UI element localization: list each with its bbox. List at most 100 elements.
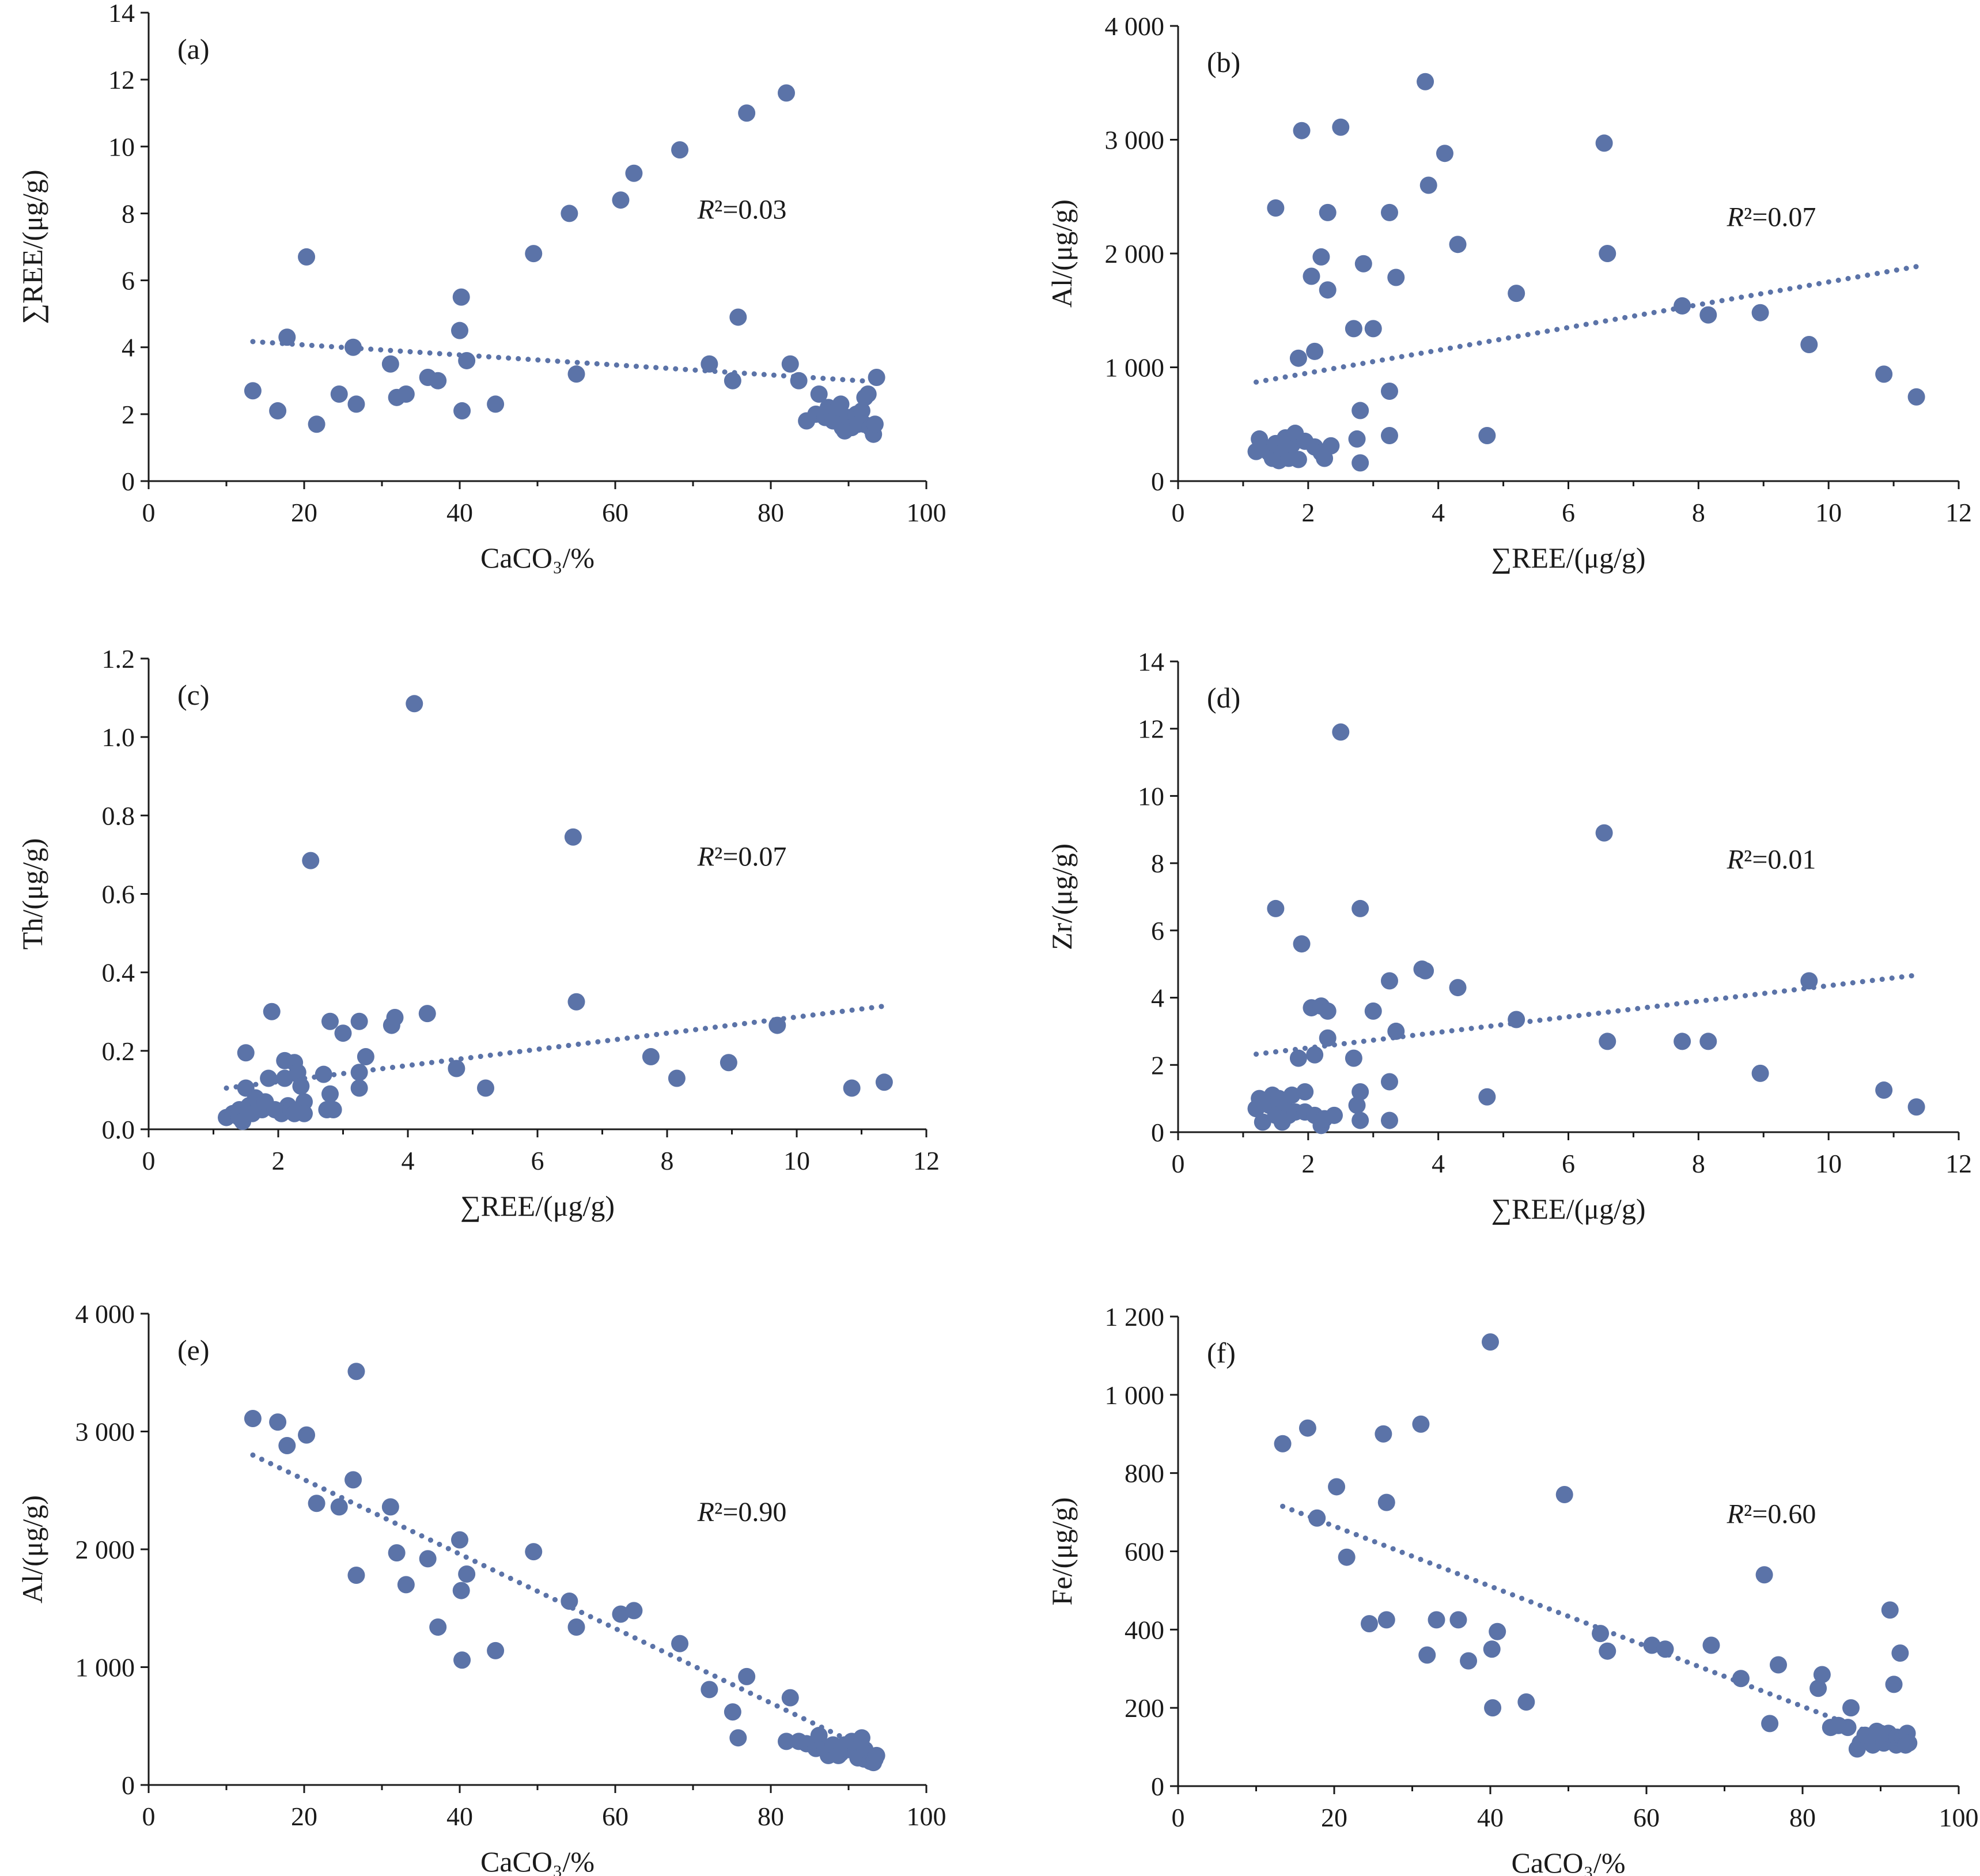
data-point bbox=[308, 415, 325, 433]
y-tick-label: 0 bbox=[122, 1771, 135, 1800]
data-point bbox=[1375, 1425, 1392, 1443]
y-tick-label: 2 bbox=[1151, 1050, 1164, 1080]
data-point bbox=[1319, 1029, 1337, 1047]
x-tick-label: 100 bbox=[907, 498, 947, 527]
y-tick-label: 0 bbox=[1151, 467, 1164, 496]
data-point bbox=[278, 1437, 296, 1455]
data-point bbox=[458, 1565, 476, 1583]
data-point bbox=[1449, 979, 1467, 997]
x-tick-label: 6 bbox=[1562, 498, 1575, 527]
y-tick-label: 8 bbox=[1151, 849, 1164, 878]
data-point bbox=[397, 385, 415, 403]
data-point bbox=[625, 164, 643, 182]
data-point bbox=[1595, 824, 1613, 842]
data-point bbox=[1751, 304, 1769, 322]
data-point bbox=[487, 395, 505, 413]
r-squared-label: R²=0.01 bbox=[1727, 844, 1816, 875]
data-point bbox=[1800, 336, 1818, 353]
data-point bbox=[567, 365, 585, 383]
y-tick-label: 0.4 bbox=[102, 958, 135, 988]
x-tick-label: 10 bbox=[1815, 1149, 1842, 1178]
data-point bbox=[859, 385, 877, 403]
data-point bbox=[701, 355, 718, 373]
y-tick-label: 1 000 bbox=[1105, 353, 1165, 383]
data-point bbox=[1891, 1644, 1909, 1662]
data-point bbox=[381, 355, 399, 373]
x-tick-label: 20 bbox=[1321, 1803, 1347, 1832]
data-point bbox=[1387, 268, 1405, 286]
y-axis-title: Fe/(μg/g) bbox=[1046, 1497, 1078, 1606]
data-point bbox=[738, 1667, 756, 1685]
data-point bbox=[1412, 1415, 1430, 1433]
y-tick-label: 2 000 bbox=[75, 1535, 135, 1564]
data-point bbox=[334, 1024, 352, 1042]
data-point bbox=[350, 1012, 368, 1030]
data-point bbox=[1595, 134, 1613, 152]
data-point bbox=[357, 1048, 374, 1066]
data-point bbox=[419, 1550, 437, 1568]
data-point bbox=[724, 372, 741, 389]
data-point bbox=[1674, 1032, 1691, 1050]
data-point bbox=[397, 1576, 415, 1594]
y-tick-label: 600 bbox=[1125, 1537, 1164, 1567]
data-point bbox=[350, 1064, 368, 1081]
data-point bbox=[1312, 248, 1330, 266]
x-tick-label: 40 bbox=[446, 498, 473, 527]
data-point bbox=[1702, 1636, 1720, 1654]
y-tick-label: 0.0 bbox=[102, 1115, 135, 1144]
data-point bbox=[1364, 1002, 1382, 1020]
data-point bbox=[1875, 1081, 1893, 1099]
data-point bbox=[1875, 365, 1893, 383]
data-point bbox=[1839, 1719, 1857, 1737]
y-tick-label: 8 bbox=[122, 199, 135, 228]
x-tick-label: 2 bbox=[1301, 1149, 1315, 1178]
data-point bbox=[1483, 1640, 1501, 1658]
r-squared-label: R²=0.60 bbox=[1727, 1499, 1816, 1530]
data-point bbox=[1303, 267, 1320, 285]
data-point bbox=[386, 1008, 404, 1026]
panel-d: 0 2 4 6 8 10 12 14 0 2 4 6 8 10 12 ∑REE/(μg/g) Zr/(μg/g)… bbox=[1046, 647, 1972, 1225]
x-tick-label: 4 bbox=[402, 1146, 415, 1175]
data-point bbox=[612, 1605, 630, 1623]
data-point bbox=[1809, 1680, 1827, 1697]
x-tick-label: 20 bbox=[291, 498, 317, 527]
data-point bbox=[778, 1733, 795, 1750]
data-point bbox=[1345, 1049, 1362, 1067]
data-point bbox=[330, 1498, 348, 1516]
x-tick-label: 2 bbox=[1301, 498, 1315, 527]
data-point bbox=[567, 993, 585, 1011]
y-tick-label: 12 bbox=[1138, 714, 1164, 744]
data-point bbox=[263, 1003, 281, 1020]
data-point bbox=[1699, 1032, 1717, 1050]
data-point bbox=[347, 1363, 365, 1380]
data-point bbox=[324, 1100, 342, 1118]
data-point bbox=[1293, 935, 1311, 953]
data-point bbox=[344, 338, 362, 356]
data-point bbox=[671, 1635, 689, 1652]
x-tick-label: 12 bbox=[913, 1146, 940, 1175]
data-point bbox=[561, 1592, 578, 1610]
data-point bbox=[868, 368, 885, 386]
data-point bbox=[1274, 1435, 1292, 1453]
data-point bbox=[525, 1543, 543, 1561]
trendline bbox=[1254, 972, 1922, 1057]
y-tick-label: 0.2 bbox=[102, 1037, 135, 1066]
y-tick-label: 1 200 bbox=[1105, 1302, 1165, 1332]
data-point bbox=[237, 1044, 255, 1062]
data-point bbox=[1380, 382, 1398, 400]
y-tick-label: 12 bbox=[108, 65, 135, 94]
r-squared-label: R²=0.90 bbox=[697, 1497, 787, 1527]
x-axis-title: ∑REE/(μg/g) bbox=[1491, 542, 1646, 574]
x-tick-label: 0 bbox=[142, 1802, 156, 1831]
x-tick-label: 10 bbox=[783, 1146, 810, 1175]
x-tick-label: 6 bbox=[531, 1146, 544, 1175]
data-point bbox=[244, 382, 262, 400]
data-point bbox=[1478, 1088, 1496, 1106]
y-tick-label: 3 000 bbox=[75, 1417, 135, 1447]
x-tick-label: 80 bbox=[1789, 1803, 1816, 1832]
data-point bbox=[388, 1544, 406, 1562]
data-point bbox=[1484, 1699, 1502, 1717]
panel-label: (e) bbox=[177, 1334, 210, 1366]
x-tick-label: 4 bbox=[1432, 1149, 1445, 1178]
